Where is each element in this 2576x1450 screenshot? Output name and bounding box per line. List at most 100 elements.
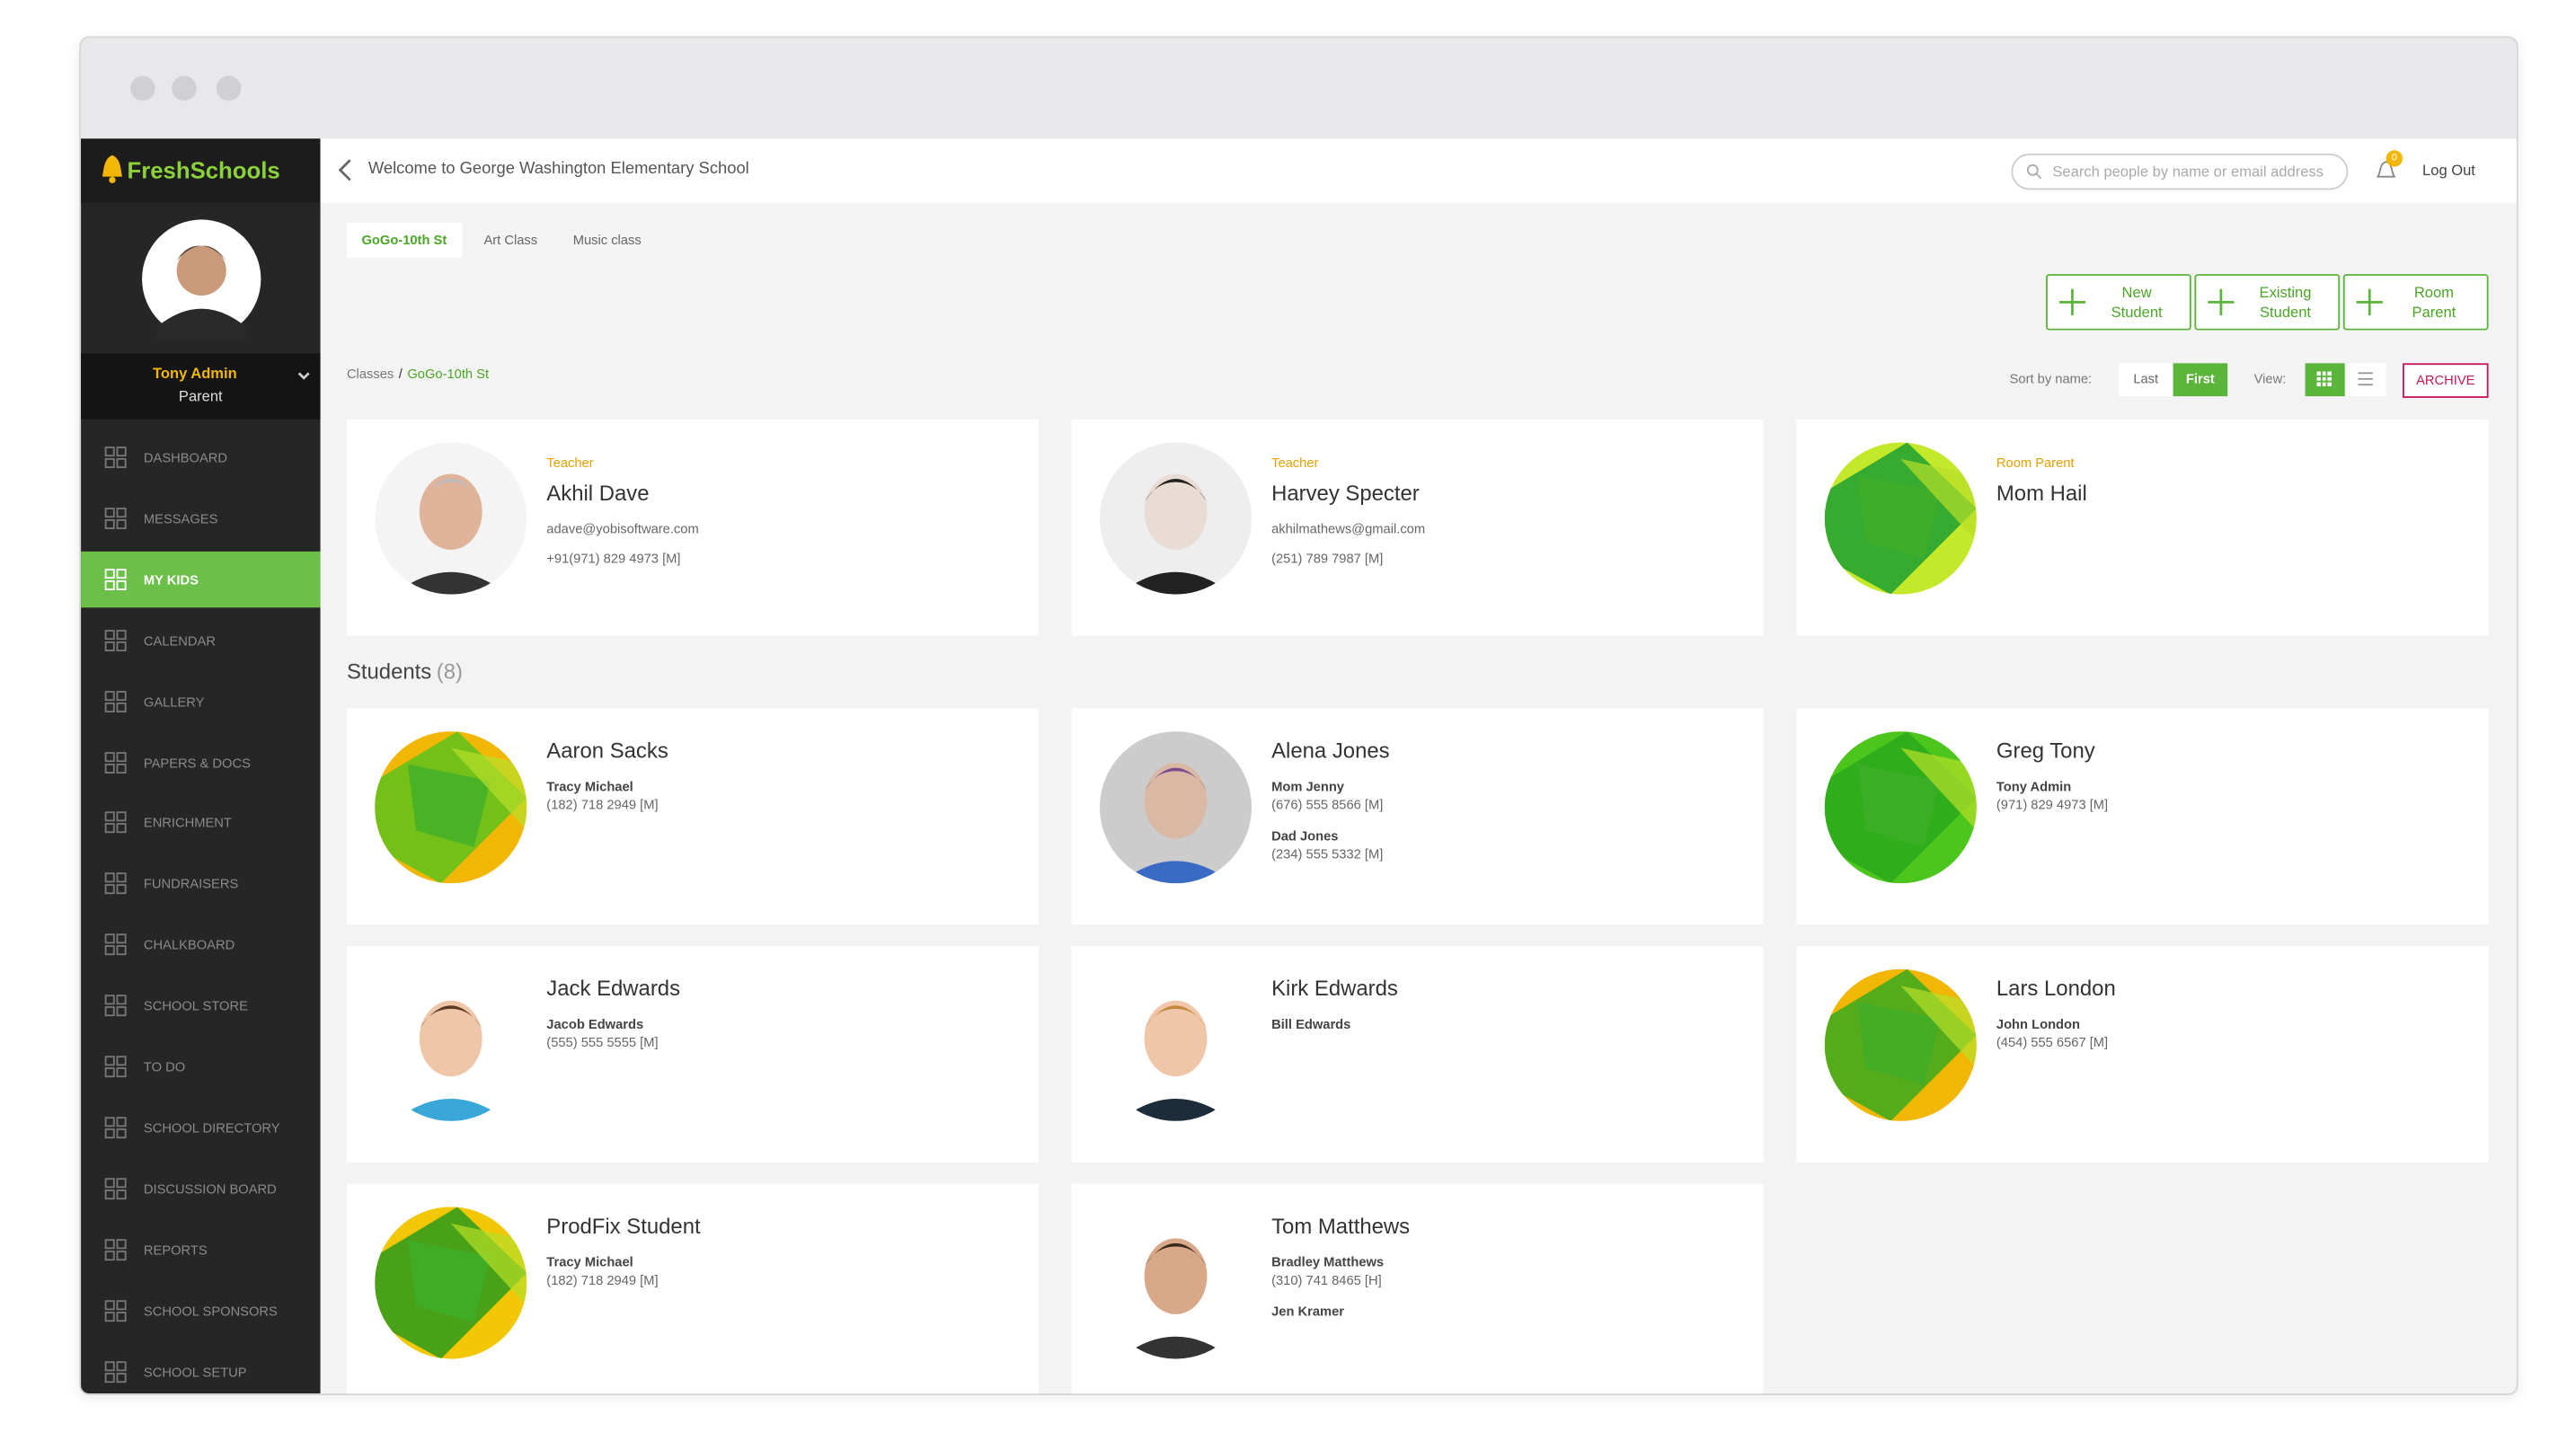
nav-item[interactable]: MESSAGES [81,491,320,546]
contact: Dad Jones (234) 555 5332 [M] [1271,827,1383,863]
nav-item[interactable]: FUNDRAISERS [81,856,320,912]
name: Alena Jones [1271,738,1390,764]
name: ProdFix Student [546,1213,701,1239]
browser-window: FreshSchools Tony Admin Parent DASHBOARD… [79,36,2518,1395]
nav-item[interactable]: CALENDAR [81,612,320,668]
breadcrumb-sep: / [398,366,403,382]
contact-name: Tracy Michael [546,779,633,794]
tab[interactable]: Art Class [483,233,538,248]
sort-option[interactable]: Last [2118,363,2173,397]
tab[interactable]: Music class [572,233,642,248]
nav-item[interactable]: MY KIDS [81,551,321,607]
nav-item[interactable]: GALLERY [81,673,320,729]
action-button[interactable]: New Student [2046,274,2191,331]
contact-name: Dad Jones [1271,828,1339,844]
action-label: Existing Student [2259,284,2312,321]
action-button[interactable]: Room Parent [2342,274,2489,331]
tab[interactable]: GoGo-10th St [346,223,462,258]
nav-label: TO DO [143,1059,186,1075]
archive-button[interactable]: ARCHIVE [2402,363,2489,398]
search[interactable]: Search people by name or email address [2011,153,2349,190]
name: Harvey Specter [1271,480,1420,506]
avatar [1099,968,1253,1121]
contacts: Mom Jenny (676) 555 8566 [M] Dad Jones (234… [1271,778,1383,864]
nav-item[interactable]: SCHOOL SPONSORS [81,1282,320,1338]
nav-icon [104,1177,127,1199]
contact-phone: (182) 718 2949 [M] [546,1272,659,1288]
students-count: (8) [436,659,463,684]
nav-item[interactable]: ENRICHMENT [81,795,320,851]
contacts: Bradley Matthews (310) 741 8465 [H] Jen Kr… [1271,1253,1384,1321]
nav-label: FUNDRAISERS [143,877,239,892]
logo[interactable]: FreshSchools [81,138,321,204]
user-avatar[interactable] [140,218,262,340]
name: Jack Edwards [546,976,681,1001]
person-card[interactable]: Greg Tony Tony Admin (971) 829 4973 [M] [1796,708,2489,925]
students-heading: Students (8) [347,659,463,684]
contacts: John London (454) 555 6567 [M] [1996,1015,2108,1051]
nav-icon [104,1360,127,1383]
search-placeholder: Search people by name or email address [2052,163,2324,181]
nav-item[interactable]: CHALKBOARD [81,916,320,972]
logout[interactable]: Log Out [2422,162,2475,179]
list-icon [2358,372,2373,386]
nav-label: PAPERS & DOCS [143,755,251,771]
contact: Mom Jenny (676) 555 8566 [M] [1271,778,1383,814]
person-card[interactable]: Lars London John London (454) 555 6567 [M] [1796,946,2489,1163]
notification-count: 0 [2386,150,2403,167]
contact-phone: (182) 718 2949 [M] [546,797,659,813]
students-title: Students [346,659,432,684]
plus-icon [2058,288,2086,316]
title-bar [81,38,2517,139]
nav-item[interactable]: DASHBOARD [81,429,320,485]
person-card[interactable]: ProdFix Student Tracy Michael (182) 718 29… [346,1183,1039,1394]
contact: Tracy Michael (182) 718 2949 [M] [546,1253,658,1289]
name: Aaron Sacks [546,738,668,764]
welcome: Welcome to George Washington Elementary … [367,160,749,179]
grid-icon [2316,371,2332,387]
person-card[interactable]: Alena Jones Mom Jenny (676) 555 8566 [M] Da… [1071,708,1764,925]
breadcrumb: Classes / GoGo-10th St [347,367,489,382]
grid-view[interactable] [2305,363,2345,397]
nav-label: MY KIDS [143,572,199,588]
phone: (251) 789 7987 [M] [1271,551,1384,567]
nav-item[interactable]: REPORTS [81,1221,320,1277]
contacts: Tracy Michael (182) 718 2949 [M] [546,778,658,814]
name: Tom Matthews [1271,1213,1411,1239]
user-role: Parent [178,387,223,405]
nav-item[interactable]: PAPERS & DOCS [81,734,320,790]
action-button[interactable]: Existing Student [2194,274,2341,331]
nav-icon [104,1056,127,1078]
nav-label: CALENDAR [143,633,216,649]
person-card[interactable]: Jack Edwards Jacob Edwards (555) 555 5555 … [346,946,1039,1163]
search-icon [2026,164,2042,180]
person-card[interactable]: Tom Matthews Bradley Matthews (310) 741 84… [1071,1183,1764,1394]
sort-option[interactable]: First [2173,363,2228,397]
person-card[interactable]: Aaron Sacks Tracy Michael (182) 718 2949 [… [346,708,1039,925]
contact-name: Tony Admin [1996,779,2072,794]
back-icon[interactable] [338,158,352,181]
person-card[interactable]: Room Parent Mom Hail [1796,419,2489,636]
nav-item[interactable]: TO DO [81,1039,320,1094]
contact-name: Tracy Michael [546,1254,633,1270]
nav-item[interactable]: SCHOOL DIRECTORY [81,1100,320,1155]
window-dot[interactable] [130,75,155,102]
breadcrumb-root[interactable]: Classes [346,366,394,382]
avatar [1099,731,1253,884]
user-bar[interactable]: Tony Admin Parent [81,353,321,420]
contact-name: John London [1996,1017,2080,1032]
contacts: Tony Admin (971) 829 4973 [M] [1996,778,2108,814]
list-view[interactable] [2346,363,2386,397]
person-card[interactable]: Teacher Harvey Specter akhilmathews@gmail.… [1071,419,1764,636]
name: Lars London [1996,976,2116,1001]
nav-item[interactable]: SCHOOL SETUP [81,1343,320,1393]
nav-item[interactable]: DISCUSSION BOARD [81,1161,320,1216]
window-dot[interactable] [172,75,197,102]
person-card[interactable]: Kirk Edwards Bill Edwards [1071,946,1764,1163]
nav-icon [104,568,127,590]
role: Room Parent [1996,455,2075,471]
window-dot[interactable] [216,75,242,102]
nav-item[interactable]: SCHOOL STORE [81,977,320,1033]
phone: +91(971) 829 4973 [M] [546,551,681,567]
person-card[interactable]: Teacher Akhil Dave adave@yobisoftware.com +… [346,419,1039,636]
